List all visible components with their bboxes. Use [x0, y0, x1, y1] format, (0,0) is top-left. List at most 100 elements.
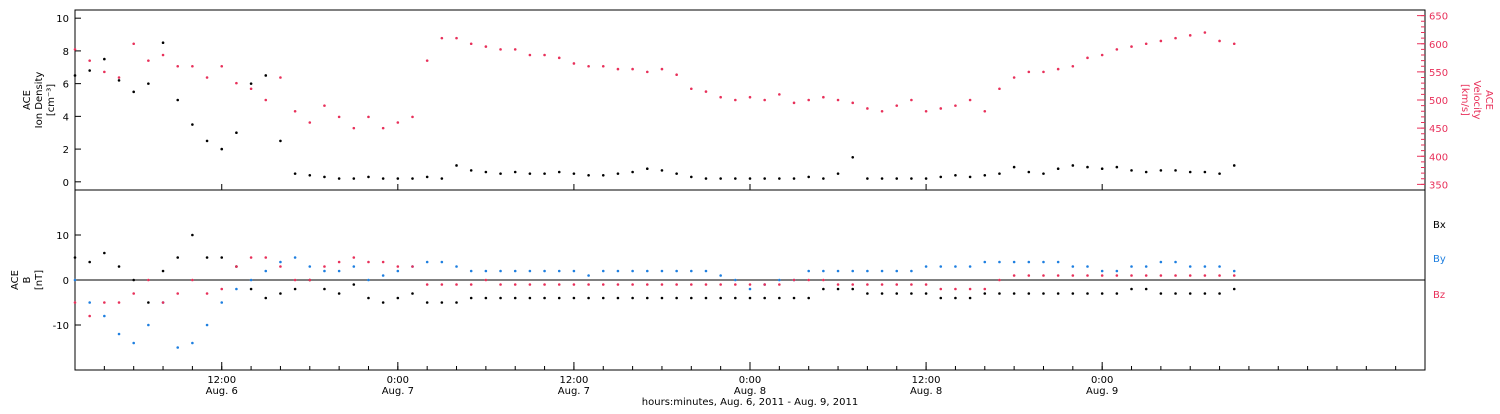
velocity-point: [1056, 67, 1060, 71]
ylabel-line-2: Ion Density: [34, 72, 45, 129]
b-y-tick-label: 10: [56, 231, 69, 242]
top-left-ylabel: ACE Ion Density [cm⁻³]: [22, 72, 57, 129]
bx-point: [1203, 292, 1207, 295]
density-point: [763, 177, 766, 180]
density-point: [484, 170, 488, 174]
bz-point: [293, 278, 297, 282]
density-point: [469, 169, 473, 172]
bz-point: [851, 283, 855, 286]
by-point: [381, 274, 385, 277]
bz-point: [1056, 274, 1060, 277]
density-point: [822, 177, 825, 180]
density-point: [513, 170, 517, 174]
by-point: [367, 278, 370, 282]
bx-point: [176, 256, 180, 259]
bx-point: [1232, 287, 1236, 291]
by-point: [1232, 269, 1236, 273]
velocity-point: [587, 64, 590, 68]
bz-point: [557, 283, 561, 286]
bx-point: [645, 296, 649, 300]
density-point: [1203, 170, 1207, 174]
bz-point: [1130, 274, 1133, 277]
y2label-line-1: ACE: [1483, 90, 1494, 110]
b-y-tick-label: -10: [53, 321, 69, 332]
bx-point: [513, 296, 517, 300]
velocity-point: [220, 64, 224, 68]
bx-point: [132, 278, 135, 282]
by-point: [954, 265, 957, 268]
by-point: [851, 269, 855, 273]
bx-point: [719, 296, 722, 300]
bx-point: [264, 296, 268, 300]
density-point: [425, 175, 429, 179]
density-point: [132, 90, 135, 94]
axis-ticks: 0 2 4 6 8 10 350 400 450 500 550 600 650 -10 0 10: [53, 12, 1448, 370]
velocity-point: [235, 81, 238, 85]
by-point: [1188, 265, 1192, 268]
density-point: [161, 41, 165, 45]
y-tick-label-left: 8: [63, 47, 69, 58]
density-point: [910, 177, 913, 180]
density-point: [1159, 169, 1163, 172]
bz-point: [601, 283, 605, 286]
bz-point: [205, 292, 209, 295]
density-point: [1042, 172, 1045, 175]
velocity-point: [1086, 56, 1089, 60]
by-point: [1159, 260, 1163, 264]
y-tick-label-left: 10: [56, 14, 69, 25]
bz-point: [778, 283, 781, 286]
velocity-point: [704, 90, 708, 93]
bx-point: [293, 287, 297, 291]
by-point: [1130, 265, 1133, 268]
bx-point: [998, 292, 1001, 295]
bz-point: [645, 283, 649, 286]
by-point: [616, 269, 620, 273]
density-point: [954, 173, 957, 177]
y2-tick-label: 650: [1429, 12, 1448, 23]
density-point: [880, 177, 884, 180]
bx-point: [147, 301, 150, 304]
bz-point: [528, 283, 532, 286]
bz-point: [763, 283, 766, 286]
by-point: [998, 260, 1001, 264]
bz-point: [734, 283, 737, 286]
y2-tick-label: 550: [1429, 68, 1448, 79]
density-point: [866, 177, 869, 180]
density-point: [249, 82, 253, 85]
bx-point: [1100, 292, 1104, 295]
bx-point: [601, 296, 605, 300]
density-point: [352, 177, 356, 180]
velocity-point: [513, 48, 517, 51]
bx-point: [1174, 292, 1177, 295]
density-point: [924, 177, 928, 180]
bx-point: [690, 296, 693, 300]
legend-bz: Bz: [1433, 290, 1445, 301]
bz-point: [792, 278, 796, 282]
bx-point: [367, 296, 370, 300]
bz-point: [690, 283, 693, 286]
density-point: [734, 177, 737, 180]
by-point: [528, 269, 532, 273]
density-point: [572, 172, 576, 175]
density-point: [117, 79, 121, 82]
velocity-point: [924, 109, 928, 113]
bx-point: [1144, 287, 1148, 291]
bz-point: [279, 265, 282, 268]
by-point: [1027, 260, 1031, 264]
bz-point: [968, 287, 972, 291]
bx-point: [631, 296, 634, 300]
by-point: [1071, 265, 1075, 268]
density-point: [983, 173, 987, 177]
density-point: [176, 98, 180, 102]
velocity-point: [396, 121, 400, 124]
bx-point: [968, 296, 972, 300]
velocity-point: [792, 101, 796, 105]
x-tick-time: 0:00: [1091, 375, 1113, 386]
x-tick-time: 0:00: [739, 375, 761, 386]
by-point: [323, 269, 326, 273]
bx-point: [939, 296, 943, 300]
bz-point: [249, 256, 253, 259]
b-ylabel-line-3: [nT]: [34, 270, 45, 290]
velocity-point: [1232, 42, 1236, 46]
